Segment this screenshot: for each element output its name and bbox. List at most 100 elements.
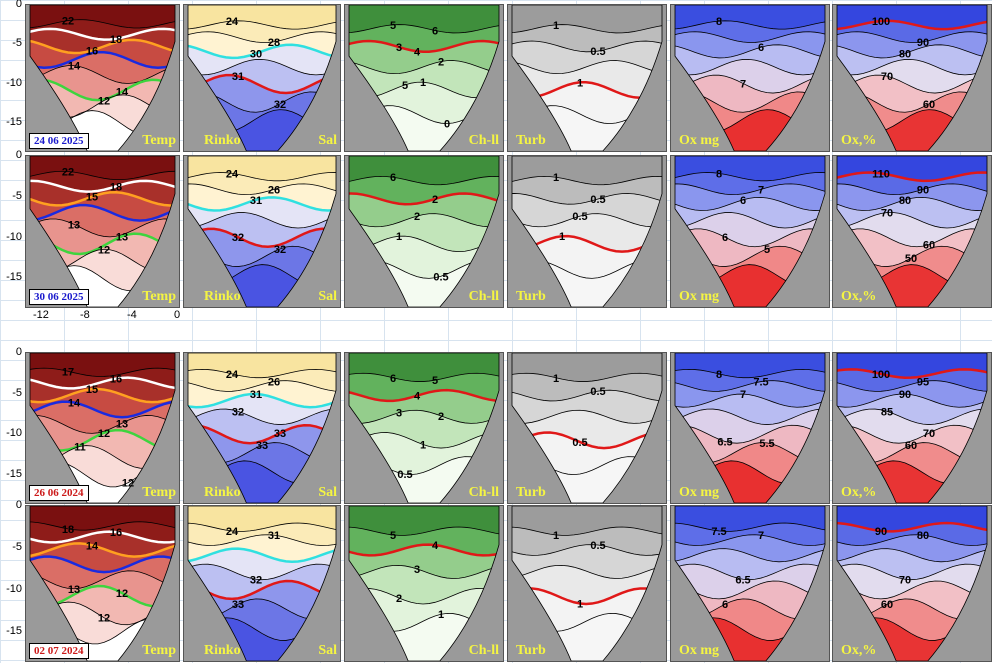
panel-chl-section-4: 5 4 3 2 1 Ch-ll xyxy=(344,505,504,662)
y-tick-label: -15 xyxy=(6,624,22,637)
contour-band xyxy=(188,228,336,267)
contour-label: 2 xyxy=(438,411,444,423)
contour-line xyxy=(188,172,336,182)
contour-label: 18 xyxy=(110,181,122,193)
contour-line xyxy=(675,548,825,563)
contour-label: 31 xyxy=(232,71,244,83)
contour-label: 6.5 xyxy=(735,574,750,586)
contour-label: 22 xyxy=(62,166,74,178)
contour-label: 7 xyxy=(758,530,764,542)
y-tick-label: 0 xyxy=(15,0,22,10)
contour-label: 1 xyxy=(420,77,426,89)
panel-title: Temp xyxy=(142,485,176,500)
y-tick-label: -10 xyxy=(6,230,22,243)
panel-oxp-section-4: 90 80 70 60 Ox,% xyxy=(832,505,992,662)
contour-label: 4 xyxy=(414,46,421,58)
contour-line xyxy=(349,213,499,228)
contour-line xyxy=(188,392,336,409)
contour-band xyxy=(30,28,175,54)
contour-label: 24 xyxy=(226,369,239,381)
contour-line xyxy=(837,212,987,229)
contour-label: 5.5 xyxy=(759,438,774,450)
contour-line xyxy=(837,380,987,392)
contour-line xyxy=(837,74,987,94)
contour-label: 14 xyxy=(68,61,81,73)
contour-line xyxy=(675,522,825,532)
contour-label: 70 xyxy=(899,574,911,586)
contour-label: 3 xyxy=(396,42,402,54)
contour-label: 2 xyxy=(396,593,402,605)
contour-band xyxy=(188,369,336,392)
contour-label: 85 xyxy=(881,406,893,418)
contour-band xyxy=(188,212,336,247)
contour-band xyxy=(30,602,175,644)
contour-line xyxy=(30,203,175,222)
contour-band xyxy=(837,506,987,532)
contour-band xyxy=(188,534,336,562)
panel-oxmg-section-1: 8 6 7 Ox mg xyxy=(670,4,830,152)
contour-line xyxy=(349,526,499,536)
section-date: 30 06 2025 xyxy=(29,289,89,305)
panel-temp-section-3: 17 16 15 14 13 12 11 12 Temp 26 06 2024 xyxy=(25,352,180,504)
contour-band xyxy=(188,31,336,58)
contour-band xyxy=(675,5,825,30)
contour-band xyxy=(675,75,825,113)
contour-label: 32 xyxy=(250,574,262,586)
panel-sal-section-3: 24 26 31 32 33 33 Sal Rinko xyxy=(183,352,341,504)
contour-label: 100 xyxy=(872,369,890,381)
contour-line xyxy=(349,175,499,186)
contour-band xyxy=(675,564,825,599)
contour-label: 28 xyxy=(268,37,280,49)
contour-line xyxy=(30,50,175,69)
contour-line xyxy=(837,521,987,533)
y-tick-label: -10 xyxy=(6,582,22,595)
contour-band xyxy=(188,44,336,75)
contour-label: 6 xyxy=(758,42,764,54)
y-tick-label: -10 xyxy=(6,427,22,440)
contour-band xyxy=(837,31,987,58)
contour-line xyxy=(30,400,175,419)
contour-label: 14 xyxy=(116,87,129,99)
contour-label: 70 xyxy=(881,71,893,83)
contour-band xyxy=(349,213,499,252)
contour-line xyxy=(512,544,662,556)
y-tick-label: -5 xyxy=(12,540,22,553)
contour-line xyxy=(675,212,825,229)
panel-title: Sal xyxy=(318,643,337,658)
contour-band xyxy=(675,156,825,181)
contour-line xyxy=(30,38,175,55)
contour-line xyxy=(512,431,662,450)
contour-line xyxy=(188,227,336,248)
contour-band xyxy=(349,544,499,579)
contour-band xyxy=(675,228,825,267)
contour-label: 6 xyxy=(390,172,396,184)
contour-band xyxy=(675,369,825,392)
contour-label: 26 xyxy=(268,377,280,389)
y-tick-label: -10 xyxy=(6,76,22,89)
contour-label: 8 xyxy=(716,16,722,28)
panel-title: Turb xyxy=(516,485,546,500)
contour-label: 1 xyxy=(420,439,426,451)
contour-label: 60 xyxy=(881,599,893,611)
contour-label: 26 xyxy=(268,184,280,196)
panel-title: Sal xyxy=(318,133,337,148)
contour-label: 33 xyxy=(232,599,244,611)
contour-line xyxy=(675,368,825,379)
contour-label: 12 xyxy=(98,428,110,440)
contour-band xyxy=(837,580,987,620)
contour-label: 14 xyxy=(68,397,81,409)
contour-line xyxy=(675,183,825,196)
contour-band xyxy=(188,425,336,463)
contour-band xyxy=(349,60,499,98)
contour-band xyxy=(512,506,662,536)
contour-label: 18 xyxy=(62,524,74,536)
contour-line xyxy=(837,171,987,183)
contour-band xyxy=(675,212,825,247)
panel-sal-section-1: 24 28 30 31 32 Sal Rinko xyxy=(183,4,341,152)
panel-title: Turb xyxy=(516,289,546,304)
contour-band xyxy=(675,380,825,408)
contour-band xyxy=(30,389,175,418)
contour-line xyxy=(512,213,662,228)
contour-line xyxy=(837,368,987,379)
contour-band xyxy=(675,353,825,378)
